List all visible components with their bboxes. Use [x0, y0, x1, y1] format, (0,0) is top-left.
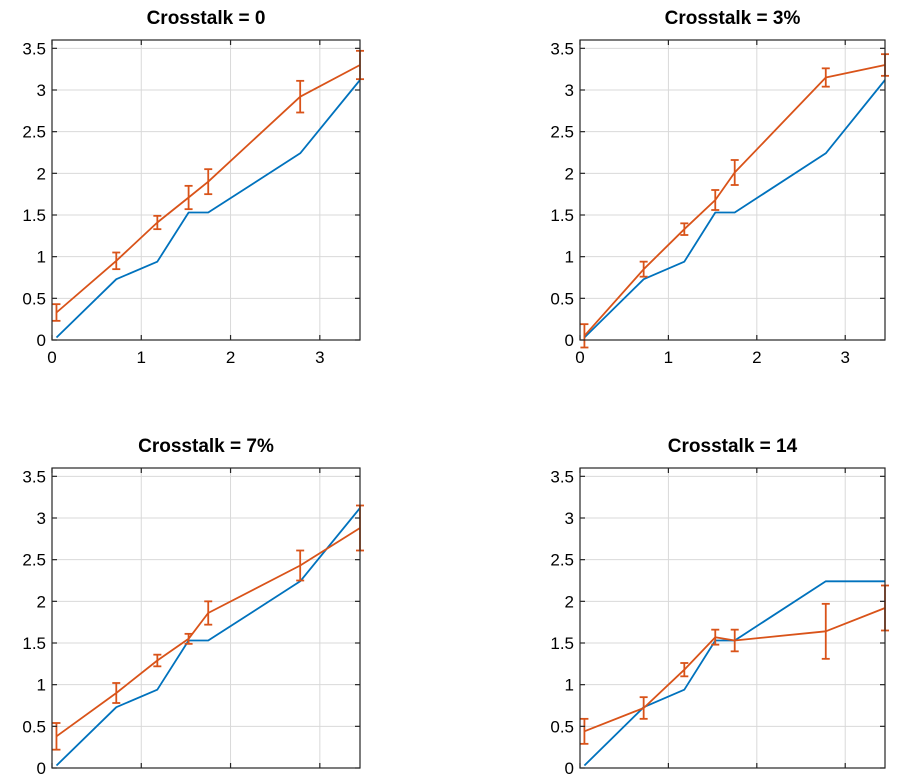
error-bar [580, 717, 589, 745]
error-bar [153, 653, 162, 668]
chart-title: Crosstalk = 3% [665, 8, 801, 29]
error-bar [112, 682, 121, 704]
y-tick-label: 0 [565, 331, 574, 350]
y-tick-label: 1.5 [22, 206, 46, 225]
x-tick-label: 2 [226, 348, 235, 367]
error-bar [204, 600, 213, 626]
y-tick-label: 3 [37, 509, 46, 528]
y-tick-label: 1.5 [22, 634, 46, 653]
y-tick-label: 0 [565, 759, 574, 775]
axes-frame [51, 467, 361, 769]
y-tick-label: 2.5 [22, 123, 46, 142]
y-tick-label: 1 [565, 676, 574, 695]
y-tick-label: 3.5 [550, 39, 574, 58]
axes-frame [579, 39, 886, 341]
error-bar [184, 632, 193, 645]
error-bar [730, 159, 739, 186]
error-bar [184, 184, 193, 211]
chart-panel-1: 0 0.5 1 1.5 2 2.5 3 3.5 0 1 2 3 Crosstalk = 0 [22, 8, 364, 367]
axes-frame [579, 467, 886, 769]
error-bar [711, 628, 720, 646]
series-line [583, 79, 886, 339]
plot-area [52, 468, 360, 768]
y-tick-label: 3 [37, 81, 46, 100]
error-bar [580, 323, 589, 349]
y-tick-label: 2 [565, 592, 574, 611]
x-tick-label: 0 [575, 348, 584, 367]
y-tick-label: 3.5 [22, 39, 46, 58]
chart-panel-2: 0 0.5 1 1.5 2 2.5 3 3.5 0 1 2 3 Crosstalk = 3% [550, 8, 889, 367]
chart-title: Crosstalk = 14 [668, 436, 798, 457]
error-bar [639, 696, 648, 720]
error-bar [680, 222, 689, 236]
x-tick-label: 3 [840, 348, 849, 367]
y-tick-label: 1.5 [550, 206, 574, 225]
error-bar [153, 214, 162, 231]
y-tick-label: 1 [37, 676, 46, 695]
x-tick-label: 3 [315, 348, 324, 367]
error-bar [52, 722, 61, 751]
y-tick-label: 3.5 [22, 467, 46, 486]
chart-panel-3: 0 0.5 1 1.5 2 2.5 3 3.5 Crosstalk = 7% [22, 436, 364, 775]
error-bar [296, 79, 305, 114]
y-tick-label: 3 [565, 509, 574, 528]
error-bar [821, 67, 830, 88]
error-bar [730, 628, 739, 653]
y-tick-label: 3 [565, 81, 574, 100]
y-tick-label: 3.5 [550, 467, 574, 486]
plot-area [52, 40, 360, 340]
y-tick-label: 0 [37, 331, 46, 350]
error-bar [52, 303, 61, 322]
chart-title: Crosstalk = 0 [147, 8, 266, 29]
chart-panel-4: 0 0.5 1 1.5 2 2.5 3 3.5 Crosstalk = 14 [550, 436, 889, 775]
y-tick-label: 0.5 [550, 289, 574, 308]
chart-title: Crosstalk = 7% [138, 436, 274, 457]
series-1 [583, 79, 886, 339]
y-tick-label: 0.5 [22, 289, 46, 308]
error-bar [639, 260, 648, 278]
y-tick-label: 2 [37, 164, 46, 183]
axes-frame [51, 39, 361, 341]
y-tick-label: 1 [37, 248, 46, 267]
y-tick-label: 2 [37, 592, 46, 611]
x-tick-label: 1 [137, 348, 146, 367]
y-tick-label: 2 [565, 164, 574, 183]
x-tick-label: 0 [47, 348, 56, 367]
y-tick-label: 2.5 [550, 123, 574, 142]
y-tick-label: 0 [37, 759, 46, 775]
error-bar [204, 168, 213, 196]
x-tick-label: 2 [752, 348, 761, 367]
plot-area [580, 40, 885, 340]
plot-area [580, 468, 885, 768]
y-tick-label: 2.5 [22, 551, 46, 570]
error-bar [821, 602, 830, 660]
series-2 [52, 49, 364, 322]
error-bar [296, 549, 305, 582]
y-tick-label: 1 [565, 248, 574, 267]
y-tick-label: 0.5 [22, 717, 46, 736]
y-tick-label: 1.5 [550, 634, 574, 653]
error-bar [680, 662, 689, 678]
series-line [55, 79, 361, 339]
y-tick-label: 2.5 [550, 551, 574, 570]
error-bar [112, 251, 121, 271]
x-tick-label: 1 [664, 348, 673, 367]
y-tick-label: 0.5 [550, 717, 574, 736]
series-2 [52, 504, 364, 751]
series-1 [55, 79, 361, 339]
error-bar [711, 189, 720, 211]
